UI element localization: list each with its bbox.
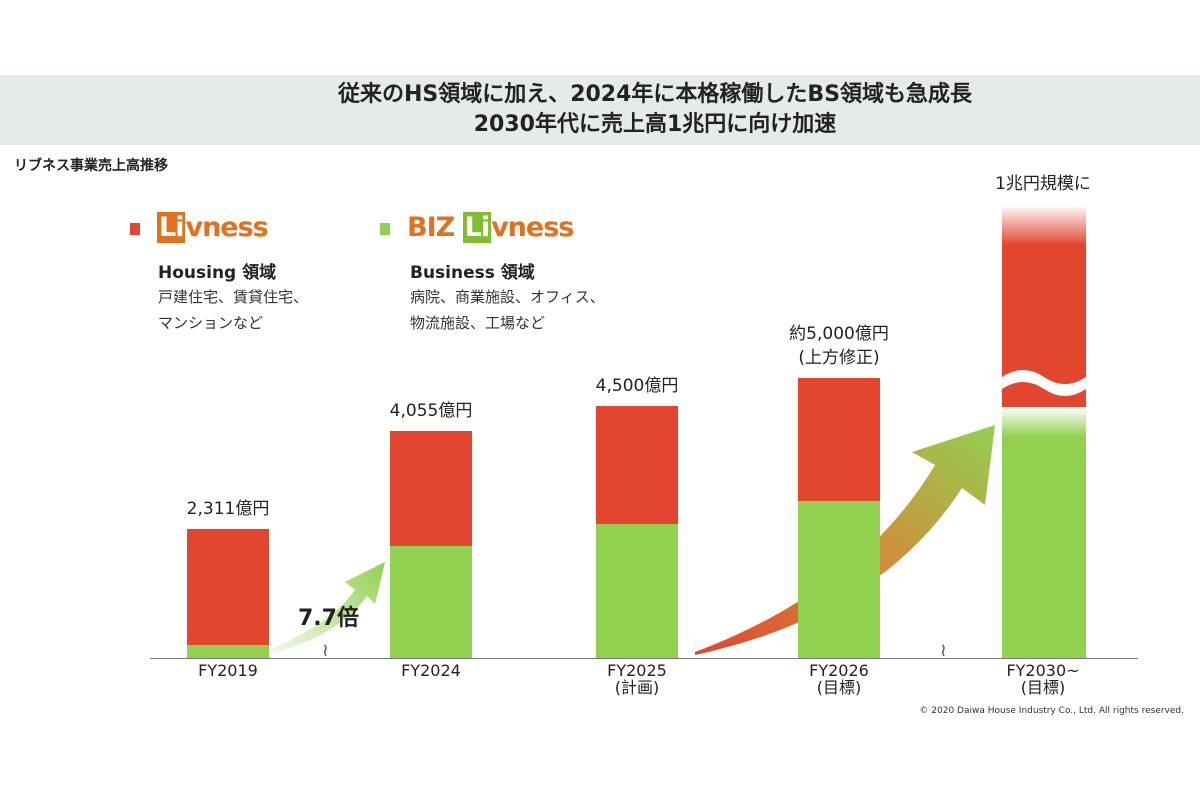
axis-break-wave-icon <box>1002 370 1086 410</box>
bar-business-FY2025 <box>596 523 678 658</box>
business-legend-swatch <box>380 223 390 235</box>
bar-fy2030-housing <box>1002 205 1086 375</box>
business-description: 病院、商業施設、オフィス、 物流施設、工場など <box>410 288 605 332</box>
housing-legend-swatch <box>130 223 140 235</box>
x-tick-label: FY2024 <box>401 661 461 680</box>
value-label: 約5,000億円 (上方修正) <box>789 324 889 368</box>
chart-subtitle: リブネス事業売上高推移 <box>14 158 168 174</box>
bar-fy2030-business <box>1002 407 1086 658</box>
small-growth-arrow <box>268 562 385 655</box>
title-band <box>0 75 1200 145</box>
bar-business-FY2024 <box>390 546 472 658</box>
bar-housing-FY2019 <box>187 528 269 646</box>
growth-multiplier: 7.7倍 <box>298 606 359 631</box>
x-axis <box>150 658 1138 659</box>
axis-break-icon: ≀ <box>322 640 329 661</box>
copyright: © 2020 Daiwa House Industry Co., Ltd. Al… <box>919 706 1184 716</box>
x-tick-label: FY2026 (目標) <box>809 661 869 697</box>
bar-business-FY2026 <box>798 501 880 658</box>
x-tick-label: FY2025 (計画) <box>607 661 667 697</box>
x-tick-label: FY2030~ (目標) <box>1006 661 1080 697</box>
bar-housing-FY2026 <box>798 378 880 502</box>
value-label: 1兆円規模に <box>995 174 1091 194</box>
bar-housing-FY2025 <box>596 406 678 524</box>
business-heading: Business 領域 <box>410 263 535 283</box>
title-line-1: 従来のHS領域に加え、2024年に本格稼働したBS領域も急成長 <box>337 82 973 107</box>
bar-housing-FY2024 <box>390 430 472 546</box>
value-label: 4,055億円 <box>389 400 473 421</box>
axis-break-icon: ≀ <box>940 640 947 661</box>
value-label: 2,311億円 <box>186 498 270 519</box>
large-growth-arrow <box>695 425 995 655</box>
x-tick-label: FY2019 <box>198 661 258 680</box>
housing-heading: Housing 領域 <box>158 263 277 283</box>
page-title: 従来のHS領域に加え、2024年に本格稼働したBS領域も急成長 2030年代に売… <box>0 80 1200 140</box>
value-label: 4,500億円 <box>595 376 679 396</box>
title-line-2: 2030年代に売上高1兆円に向け加速 <box>473 112 837 137</box>
biz-livness-logo: BIZ Livness <box>407 212 574 243</box>
livness-logo: Livness <box>157 212 269 243</box>
housing-description: 戸建住宅、賃貸住宅、 マンションなど <box>158 288 309 332</box>
bar-business-FY2019 <box>187 645 269 658</box>
